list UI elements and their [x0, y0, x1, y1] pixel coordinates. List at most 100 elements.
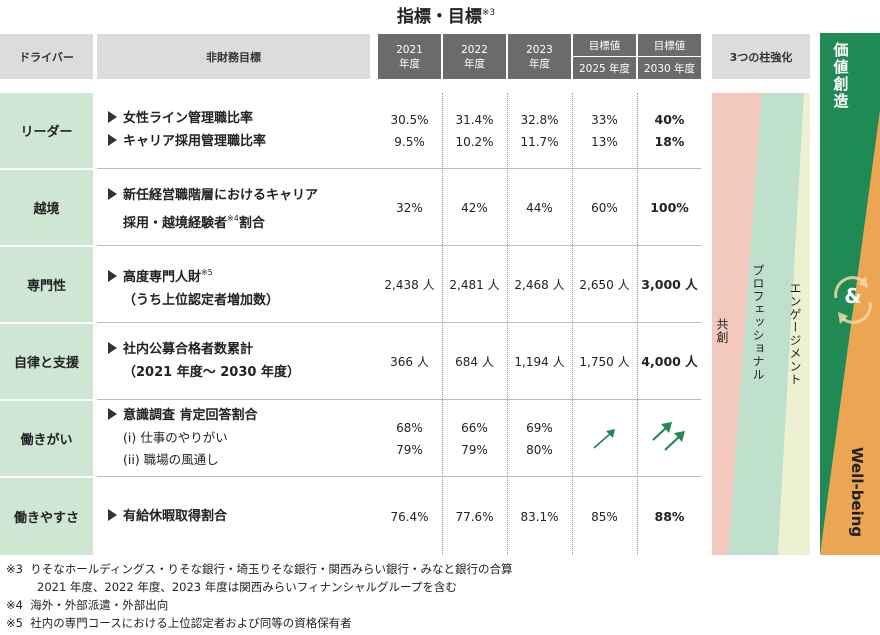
- goal-senmonsei: 高度専門人財※5 （うち上位認定者増加数）: [108, 261, 376, 312]
- value-cell: 68% 79%: [378, 401, 441, 476]
- row-divider: [97, 245, 701, 246]
- value-cell: 60%: [591, 200, 618, 215]
- value-cell: 42%: [461, 200, 488, 215]
- goal-leader: 女性ライン管理職比率 キャリア採用管理職比率: [108, 107, 376, 153]
- row-divider: [97, 476, 701, 477]
- value: 13%: [591, 134, 618, 149]
- year-bottom: 年度: [399, 57, 420, 70]
- value-creation-graphic: [820, 33, 880, 555]
- value: 9.5%: [394, 134, 425, 149]
- goal-subitem: (i) 仕事のやりがい: [123, 430, 228, 445]
- value: 31.4%: [455, 112, 494, 127]
- driver-leader: リーダー: [0, 93, 93, 168]
- driver-hatarakigai: 働きがい: [0, 401, 93, 476]
- cycle-arrows-icon: [834, 276, 872, 324]
- value-cell: 2,438 人: [384, 277, 435, 292]
- goal-note: ※5: [201, 268, 213, 277]
- value-cell: 2,468 人: [514, 277, 565, 292]
- goal-text: キャリア採用管理職比率: [123, 134, 267, 149]
- goal-subitem: (ii) 職場の風通し: [123, 452, 219, 467]
- title-note: ※3: [481, 8, 496, 18]
- value-cell: 44%: [526, 200, 553, 215]
- footnote-mark: ※4: [6, 598, 23, 612]
- value-cell: 69% 80%: [508, 401, 571, 476]
- footnote-4: ※4 海外・外部派遣・外部出向: [6, 596, 512, 614]
- goal-text: （2021 年度～ 2030 年度）: [123, 365, 300, 380]
- value-cell: 684 人: [455, 354, 494, 369]
- footnote-text: りそなホールディングス・りそな銀行・埼玉りそな銀行・関西みらい銀行・みなと銀行の…: [30, 562, 513, 576]
- value-cell: 77.6%: [455, 509, 494, 524]
- value-cell: 83.1%: [520, 509, 559, 524]
- row-divider: [97, 399, 701, 400]
- goal-note: ※4: [227, 214, 239, 223]
- wellbeing-shape: [820, 111, 880, 555]
- column-divider: [637, 93, 638, 555]
- footnote-3: ※3 りそなホールディングス・りそな銀行・埼玉りそな銀行・関西みらい銀行・みなと…: [6, 560, 512, 578]
- value: 33%: [591, 112, 618, 127]
- pillar-kyoso-label: 共創: [715, 318, 729, 344]
- goal-text: 女性ライン管理職比率: [123, 111, 254, 126]
- year-top: 2023: [526, 43, 553, 56]
- pillar-kyoso-shape: [712, 93, 762, 555]
- row-divider: [97, 322, 701, 323]
- value: 40%: [654, 111, 685, 127]
- value-creation-shape: [820, 33, 880, 555]
- value-cell-target: 88%: [654, 508, 685, 524]
- footnote-mark: ※3: [6, 562, 23, 576]
- header-target-2025-year: 2025 年度: [573, 57, 636, 79]
- goal-text: 採用・越境経験者: [123, 216, 228, 231]
- value: 30.5%: [390, 112, 429, 127]
- column-divider: [507, 93, 508, 555]
- value: 79%: [396, 442, 423, 457]
- value-cell: 31.4% 10.2%: [443, 93, 506, 168]
- page-title: 指標・目標※3: [376, 2, 516, 27]
- value-cell: 66% 79%: [443, 401, 506, 476]
- header-pillars: 3つの柱強化: [712, 34, 810, 79]
- value-cell: 85%: [591, 509, 618, 524]
- value-cell-target: 40% 18%: [638, 93, 701, 168]
- header-goal: 非財務目標: [97, 34, 370, 79]
- year-bottom: 年度: [464, 57, 485, 70]
- row-divider: [97, 168, 701, 169]
- goal-text: 高度専門人財: [123, 270, 202, 285]
- driver-jiritsu: 自律と支援: [0, 324, 93, 399]
- value: 32.8%: [520, 112, 559, 127]
- value-cell: 2,481 人: [449, 277, 500, 292]
- triangle-bullet-icon: [108, 111, 117, 123]
- column-divider: [442, 93, 443, 555]
- triangle-bullet-icon: [108, 188, 117, 200]
- header-target-2025-label: 目標値: [573, 34, 636, 56]
- wellbeing-label: Well-being: [848, 447, 866, 538]
- triangle-bullet-icon: [108, 509, 117, 521]
- pillar-engagement-shape: [778, 93, 810, 555]
- goal-text: 割合: [238, 216, 265, 231]
- pillar-engagement-label: エンゲージメント: [788, 282, 802, 386]
- single-up-arrow-icon: [593, 429, 615, 449]
- value: 68%: [396, 420, 423, 435]
- double-up-arrow-icon: [652, 422, 685, 451]
- title-text: 指標・目標: [396, 7, 482, 27]
- value-cell: 32%: [396, 200, 423, 215]
- goal-text: （うち上位認定者増加数）: [123, 293, 280, 308]
- goal-hatarakiyasusa: 有給休暇取得割合: [108, 505, 376, 528]
- value-cell: 76.4%: [390, 509, 429, 524]
- value-cell: 30.5% 9.5%: [378, 93, 441, 168]
- value: 10.2%: [455, 134, 494, 149]
- value-creation-label: 価値創造: [826, 42, 856, 110]
- value-cell-target: 3,000 人: [641, 276, 698, 292]
- value: 69%: [526, 420, 553, 435]
- value: 11.7%: [520, 134, 559, 149]
- footnote-5: ※5 社内の専門コースにおける上位認定者および同等の資格保有者: [6, 614, 512, 632]
- footnote-text: 海外・外部派遣・外部出向: [30, 598, 169, 612]
- value-cell: 1,194 人: [514, 354, 565, 369]
- year-top: 2021: [396, 43, 423, 56]
- value-cell: 2,650 人: [579, 277, 630, 292]
- triangle-bullet-icon: [108, 270, 117, 282]
- value-cell-target: 4,000 人: [641, 353, 698, 369]
- header-target-2030-year: 2030 年度: [638, 57, 701, 79]
- column-divider: [572, 93, 573, 555]
- goal-text: 社内公募合格者数累計: [123, 342, 254, 357]
- value: 79%: [461, 442, 488, 457]
- goal-text: 有給休暇取得割合: [123, 509, 228, 524]
- header-year-2023: 2023 年度: [508, 34, 571, 79]
